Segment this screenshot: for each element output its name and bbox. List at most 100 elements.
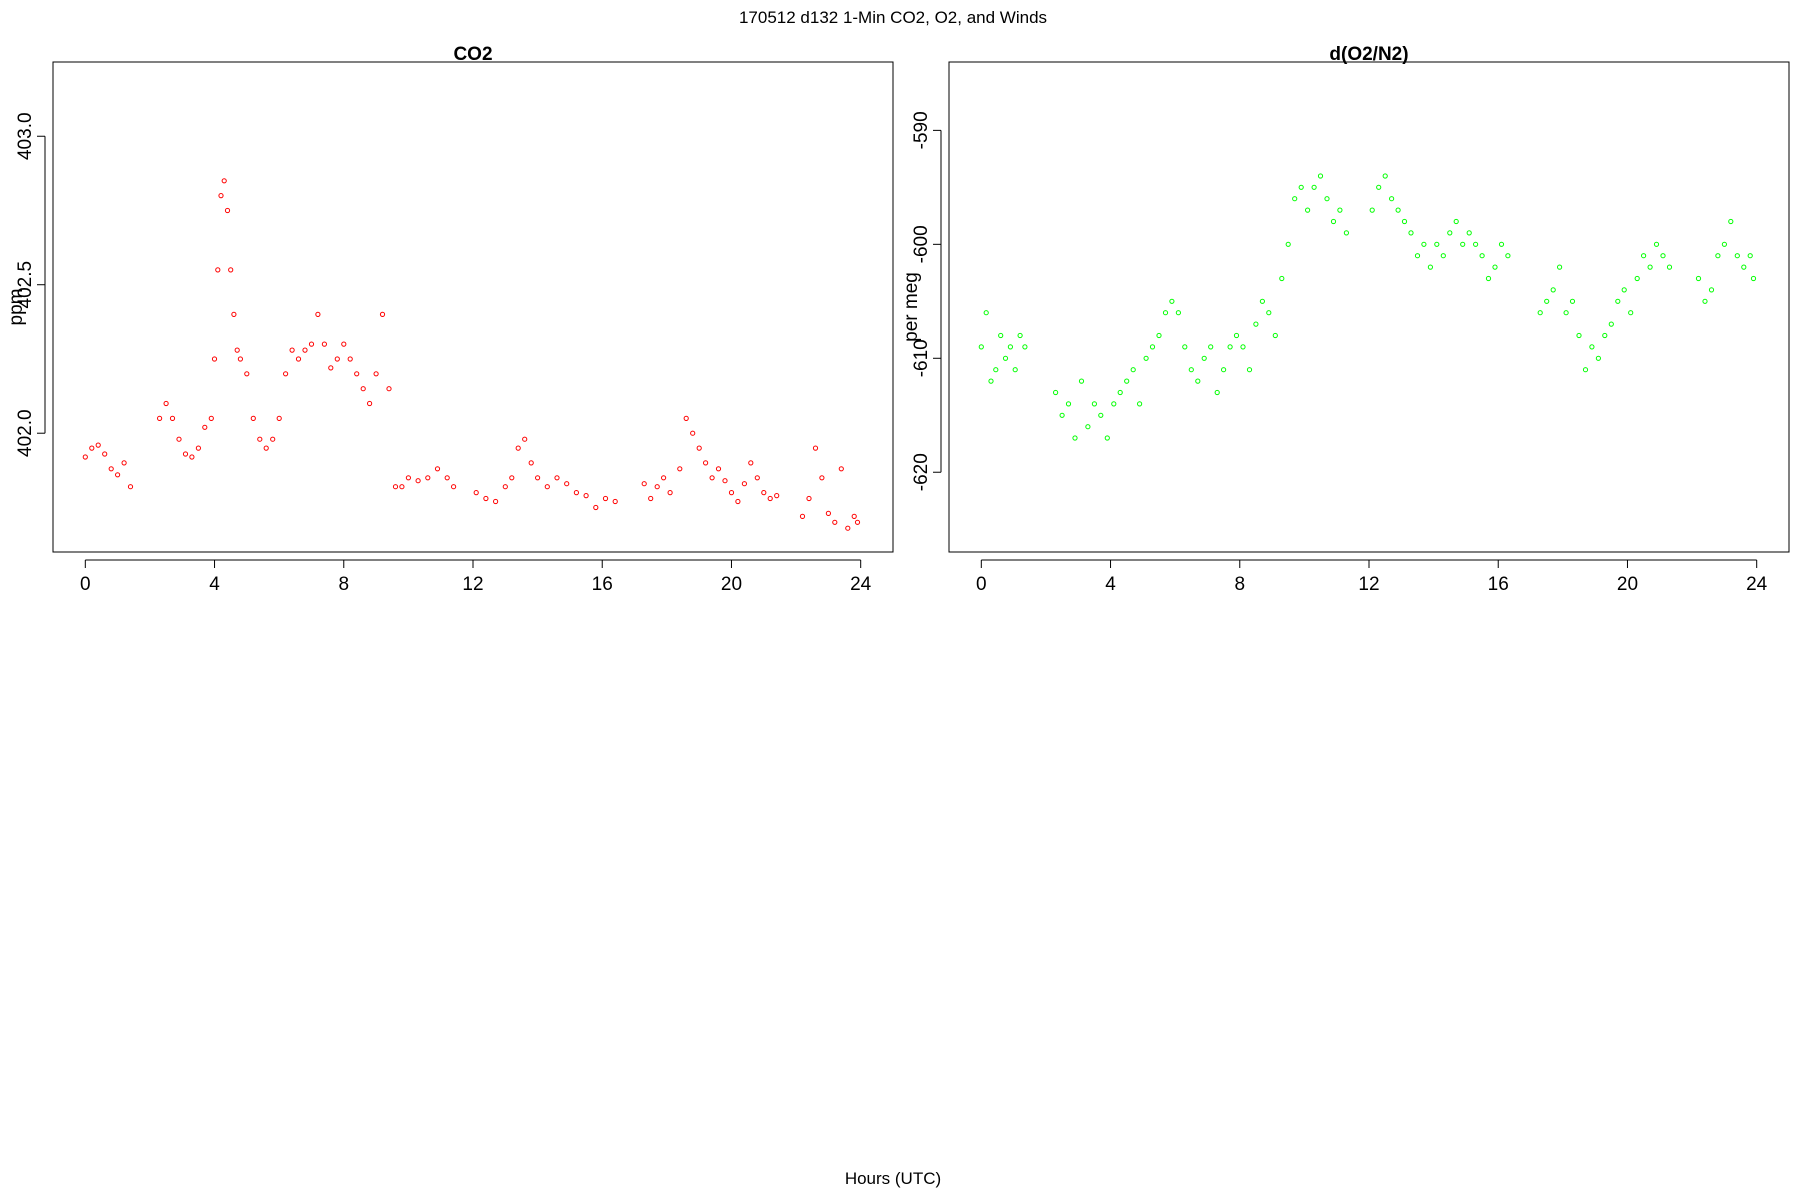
co2-data-point (218, 193, 224, 199)
o2-data-point (1053, 389, 1059, 396)
o2-x-tick-label: 20 (1617, 574, 1638, 595)
o2-data-point (1214, 389, 1220, 396)
o2-data-point (1382, 173, 1388, 179)
co2-data-point (838, 466, 844, 472)
o2-data-point (1201, 355, 1207, 361)
o2-data-point (1059, 412, 1065, 418)
o2-data-point (1111, 401, 1117, 407)
o2-data-point (1117, 389, 1123, 396)
co2-data-point (163, 400, 169, 407)
co2-data-point (82, 454, 88, 460)
co2-data-point (554, 475, 560, 481)
o2-data-point (1557, 264, 1563, 270)
co2-data-point (334, 356, 340, 362)
co2-panel: CO2 ppm 0 4 8 12 16 20 24 402.0 402.5 403.0 (6, 44, 894, 595)
co2-data-point (211, 356, 218, 362)
co2-data-point (195, 445, 201, 451)
co2-data-point (761, 490, 767, 496)
co2-tick-layer: 0 4 8 12 16 20 24 402.0 402.5 403.0 (15, 112, 872, 595)
o2-data-point (1479, 253, 1485, 259)
o2-data-point (1324, 196, 1330, 202)
o2-mark-layer (978, 173, 1757, 441)
co2-data-point (648, 495, 654, 502)
o2-data-point (1434, 241, 1440, 247)
o2-data-point (1589, 344, 1595, 350)
co2-data-point (832, 519, 838, 525)
co2-data-point (593, 504, 599, 511)
o2-data-point (1259, 298, 1266, 304)
co2-data-point (386, 386, 392, 392)
o2-data-point (988, 378, 994, 384)
o2-data-point (1427, 264, 1434, 270)
o2-x-tick-label: 0 (976, 574, 987, 595)
o2-data-point (1741, 264, 1747, 270)
co2-data-point (102, 451, 108, 457)
o2-data-point (1143, 355, 1149, 361)
o2-data-point (1085, 424, 1091, 430)
o2-data-point (1208, 344, 1214, 350)
co2-data-point (302, 347, 308, 353)
co2-data-point (509, 475, 515, 481)
o2-data-point (1747, 253, 1753, 259)
co2-data-point (250, 415, 256, 421)
co2-plot-frame (52, 61, 894, 553)
o2-data-point (983, 310, 989, 316)
co2-data-point (515, 445, 521, 451)
co2-data-point (208, 415, 214, 421)
co2-x-tick-label: 8 (338, 574, 349, 595)
co2-data-point (202, 424, 208, 430)
o2-data-point (1498, 241, 1505, 247)
o2-x-tick-label: 24 (1746, 574, 1768, 595)
o2-data-point (1641, 253, 1647, 259)
co2-data-point (283, 371, 289, 377)
co2-data-point (169, 415, 176, 421)
co2-data-point (276, 415, 282, 421)
co2-data-point (502, 484, 508, 490)
co2-data-point (347, 356, 353, 362)
o2-data-point (1395, 207, 1401, 213)
o2-x-tick-label: 8 (1234, 574, 1245, 595)
o2-data-point (1195, 378, 1201, 384)
o2-y-tick-label: -610 (911, 339, 932, 377)
co2-data-point (754, 475, 760, 481)
co2-y-tick-label: 402.5 (15, 261, 36, 309)
o2-data-point (1017, 332, 1023, 339)
co2-data-point (661, 475, 667, 481)
co2-data-point (360, 386, 366, 392)
o2-data-point (1072, 435, 1078, 441)
o2-data-point (1137, 401, 1143, 407)
o2-x-tick-label: 12 (1358, 574, 1379, 595)
o2-data-point (1550, 287, 1556, 293)
co2-x-tick-label: 16 (592, 574, 613, 595)
o2-data-point (1279, 275, 1285, 282)
o2-data-point (1628, 310, 1634, 316)
o2-data-point (1253, 321, 1259, 327)
o2-data-point (1389, 196, 1395, 202)
co2-data-point (321, 341, 327, 347)
co2-data-point (392, 484, 399, 490)
co2-data-point (612, 498, 618, 505)
co2-data-point (690, 430, 696, 436)
o2-data-point (1401, 218, 1408, 225)
o2-data-point (1130, 367, 1136, 373)
o2-data-point (1343, 230, 1350, 236)
o2-data-point (1272, 332, 1278, 339)
co2-data-point (703, 460, 709, 466)
co2-data-point (583, 493, 589, 499)
co2-data-point (89, 445, 95, 451)
o2-data-point (1750, 275, 1757, 282)
co2-data-point (528, 460, 534, 466)
co2-data-point (237, 356, 243, 362)
co2-data-point (127, 484, 134, 490)
o2-data-point (1408, 230, 1414, 236)
co2-data-point (373, 371, 379, 377)
o2-data-point (1182, 344, 1188, 350)
co2-data-point (328, 365, 334, 371)
o2-data-point (1007, 344, 1014, 350)
co2-data-point (819, 475, 825, 481)
co2-data-point (270, 436, 276, 442)
o2-data-point (1492, 264, 1498, 270)
co2-data-point (379, 311, 386, 317)
co2-data-point (677, 466, 683, 472)
